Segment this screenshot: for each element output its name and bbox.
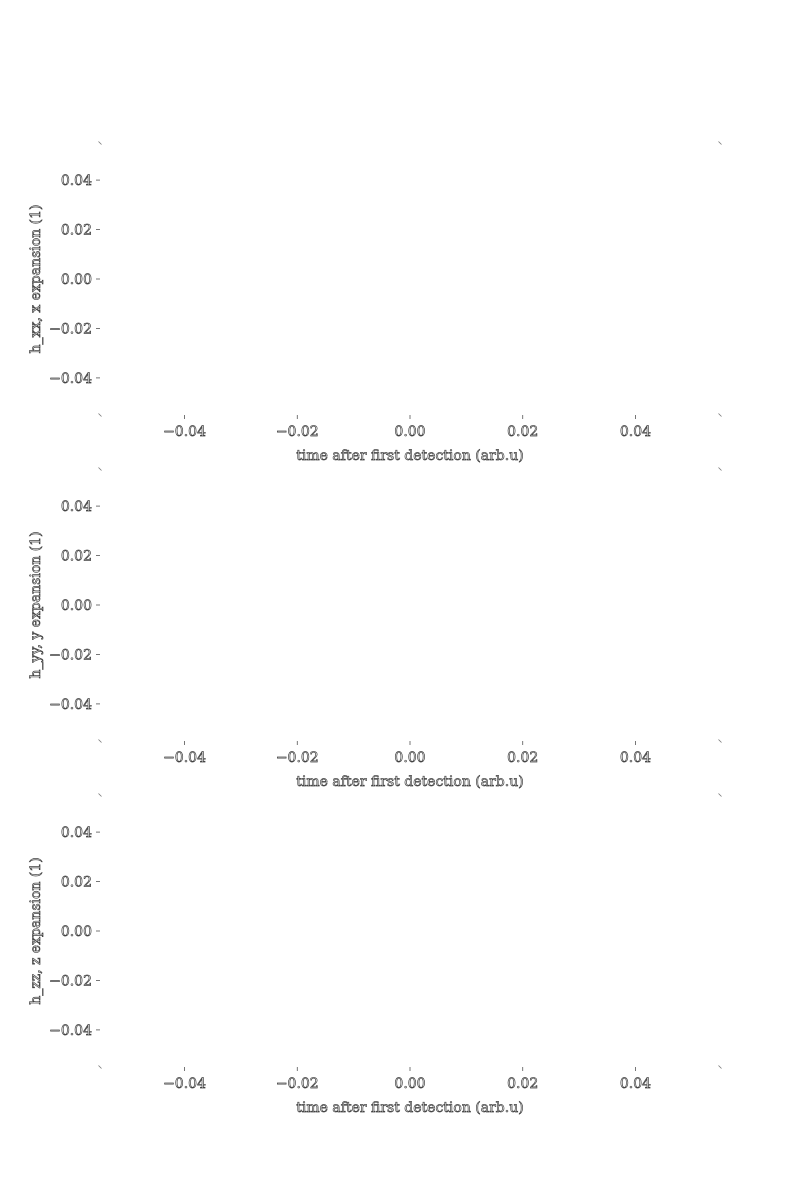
y-tick-label: 0.00 [61, 924, 92, 940]
x-tick-label: 0.04 [620, 1076, 651, 1092]
y-tick-label: 0.02 [61, 875, 92, 891]
y-tick-label: −0.04 [49, 371, 92, 387]
x-tick-label: −0.02 [276, 750, 319, 766]
x-tick-label: −0.04 [163, 424, 206, 440]
axes-corner-mark [98, 467, 102, 471]
x-axis-label: time after first detection (arb.u) [296, 1100, 523, 1116]
x-axis-label: time after first detection (arb.u) [296, 774, 523, 790]
x-tick-label: 0.04 [620, 424, 651, 440]
y-tick-label: −0.02 [49, 321, 92, 337]
y-tick-label: 0.02 [61, 549, 92, 565]
y-tick-label: 0.04 [61, 499, 92, 515]
axes-corner-mark [98, 1065, 102, 1069]
x-tick-label: 0.04 [620, 750, 651, 766]
axes-corner-mark [98, 413, 102, 417]
axes-corner-mark [718, 793, 722, 797]
subplot-1: 0.04 0.02 0.00 −0.02 −0.04 −0.04 −0.02 0.00 0.02… [28, 141, 722, 464]
subplot-2: 0.04 0.02 0.00 −0.02 −0.04 −0.04 −0.02 0.00 0.02… [28, 467, 722, 790]
y-axis-label: h_xx, x expansion (1) [28, 205, 44, 354]
x-tick-label: −0.04 [163, 750, 206, 766]
x-tick-label: 0.02 [507, 1076, 538, 1092]
y-tick-label: 0.04 [61, 173, 92, 189]
axes-corner-mark [718, 467, 722, 471]
y-tick-label: −0.02 [49, 973, 92, 989]
y-axis-label: h_yy, y expansion (1) [28, 531, 44, 678]
x-tick-label: 0.00 [394, 424, 425, 440]
x-tick-label: 0.02 [507, 424, 538, 440]
axes-corner-mark [718, 141, 722, 145]
x-tick-label: −0.02 [276, 1076, 319, 1092]
x-tick-label: −0.02 [276, 424, 319, 440]
axes-corner-mark [98, 739, 102, 743]
y-tick-label: −0.02 [49, 647, 92, 663]
axes-corner-mark [98, 793, 102, 797]
y-tick-label: 0.00 [61, 598, 92, 614]
x-tick-label: 0.00 [394, 1076, 425, 1092]
y-tick-label: −0.04 [49, 1023, 92, 1039]
axes-corner-mark [718, 739, 722, 743]
axes-corner-mark [718, 1065, 722, 1069]
y-tick-label: −0.04 [49, 697, 92, 713]
axes-corner-mark [718, 413, 722, 417]
x-tick-label: 0.02 [507, 750, 538, 766]
x-axis-label: time after first detection (arb.u) [296, 448, 523, 464]
y-tick-label: 0.00 [61, 272, 92, 288]
x-tick-label: −0.04 [163, 1076, 206, 1092]
y-tick-label: 0.04 [61, 825, 92, 841]
y-tick-label: 0.02 [61, 223, 92, 239]
x-tick-label: 0.00 [394, 750, 425, 766]
y-axis-label: h_zz, z expansion (1) [28, 857, 44, 1004]
subplot-3: 0.04 0.02 0.00 −0.02 −0.04 −0.04 −0.02 0.00 0.02… [28, 793, 722, 1116]
axes-corner-mark [98, 141, 102, 145]
